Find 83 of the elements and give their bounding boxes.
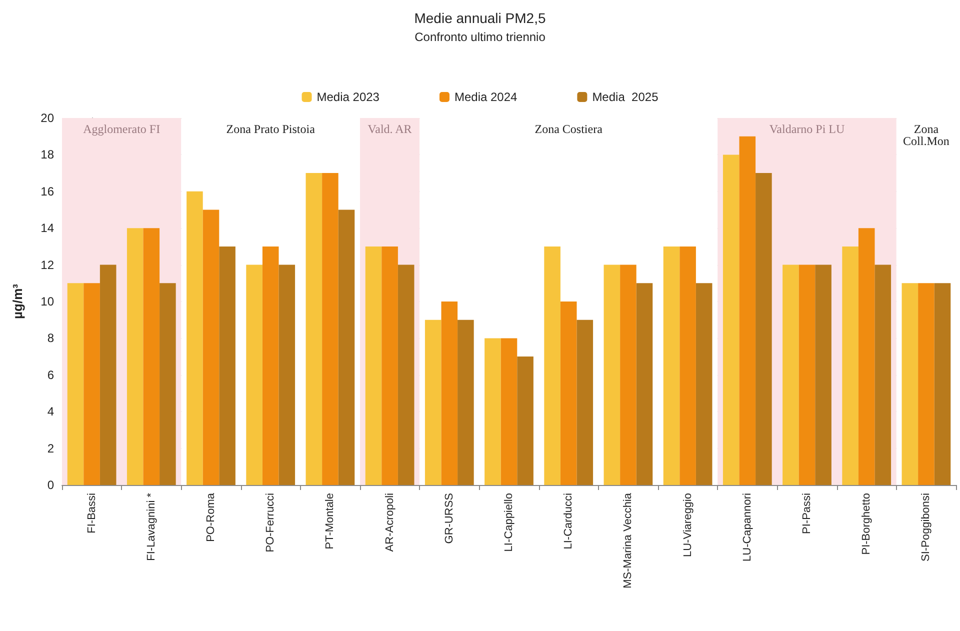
x-tick-label: PT-Montale [324,493,336,550]
chart-title: Medie annuali PM2,5 [414,10,546,26]
bar [560,302,577,485]
chart-subtitle: Confronto ultimo triennio [414,30,546,44]
bar [365,246,382,485]
bar [934,283,951,485]
bar [246,264,262,485]
bar [576,320,594,485]
bar [902,283,918,485]
y-tick-label: 20 [40,111,54,125]
x-tick-label: LU-Capannori [741,493,754,562]
y-tick-label: 2 [47,441,54,456]
band-label: Zona Prato Pistoia [226,122,316,136]
bar [186,191,203,485]
bar [798,264,816,485]
bar [874,264,892,485]
bar [219,246,236,485]
band-label: Zona Coll.Mon [903,122,950,148]
x-tick-label: PI-Borghetto [860,493,873,555]
bar [620,264,636,485]
bar [143,228,160,485]
y-tick-label: 8 [47,331,54,346]
bar [441,302,458,485]
bar [262,246,279,485]
legend-label: Media 2023 [316,90,380,104]
x-tick-label: LU-Viareggio [682,493,694,558]
legend-label: Media 2024 [454,90,518,104]
x-tick-label: PO-Roma [205,492,217,542]
bar [160,283,176,485]
bar [338,210,355,485]
band-label: Zona Costiera [534,122,604,136]
y-tick-label: 12 [40,258,54,272]
bar [458,320,474,485]
y-tick-label: 14 [40,221,54,236]
bar [500,338,518,485]
bar [663,246,680,485]
bar [680,246,696,485]
bar [126,228,144,485]
band-label: Valdarno Pi LU [769,122,845,136]
x-tick-label: GR-URSS [443,493,456,544]
bar [424,320,442,485]
x-tick-label: AR-Acropoli [384,493,396,552]
x-tick-label: LI-Cappiello [503,493,515,552]
bar [815,264,832,485]
bar [696,283,712,485]
bar [278,264,296,485]
bar [858,228,875,485]
bar [398,264,414,485]
legend-label: Media 2025 [592,90,659,104]
band-label: Vald. AR [368,122,412,136]
bar [100,264,116,485]
bar [842,246,858,485]
y-tick-label: 18 [40,148,54,162]
x-tick-label: MS-Marina Vecchia [622,492,634,588]
bar [322,173,338,485]
y-tick-label: 6 [47,368,54,382]
x-tick-label: LI-Carducci [562,493,575,550]
band-label: Agglomerato FI [83,122,160,136]
bar [722,154,740,485]
bar [484,338,501,485]
x-tick-label: FI-Lavagnini * [145,492,158,561]
y-axis-title: µg/m³ [10,283,25,319]
bar [382,246,398,485]
y-tick-label: 0 [47,478,54,492]
y-tick-label: 10 [40,294,54,308]
bar [604,264,620,485]
bar [84,283,100,485]
y-tick-label: 4 [47,404,54,419]
bar [636,283,653,485]
x-tick-label: FI-Bassi [86,493,98,534]
y-tick-label: 16 [40,184,54,198]
bar [739,136,756,485]
bar [67,283,84,485]
x-tick-label: PO-Ferrucci [264,493,277,552]
bar [202,210,220,485]
x-tick-label: PI-Passi [801,493,813,534]
bar [544,246,560,485]
bar [517,356,534,485]
x-tick-label: SI-Poggibonsi [920,493,932,562]
bar [756,173,772,485]
bar [918,283,934,485]
bar [782,264,799,485]
bar [306,173,322,485]
